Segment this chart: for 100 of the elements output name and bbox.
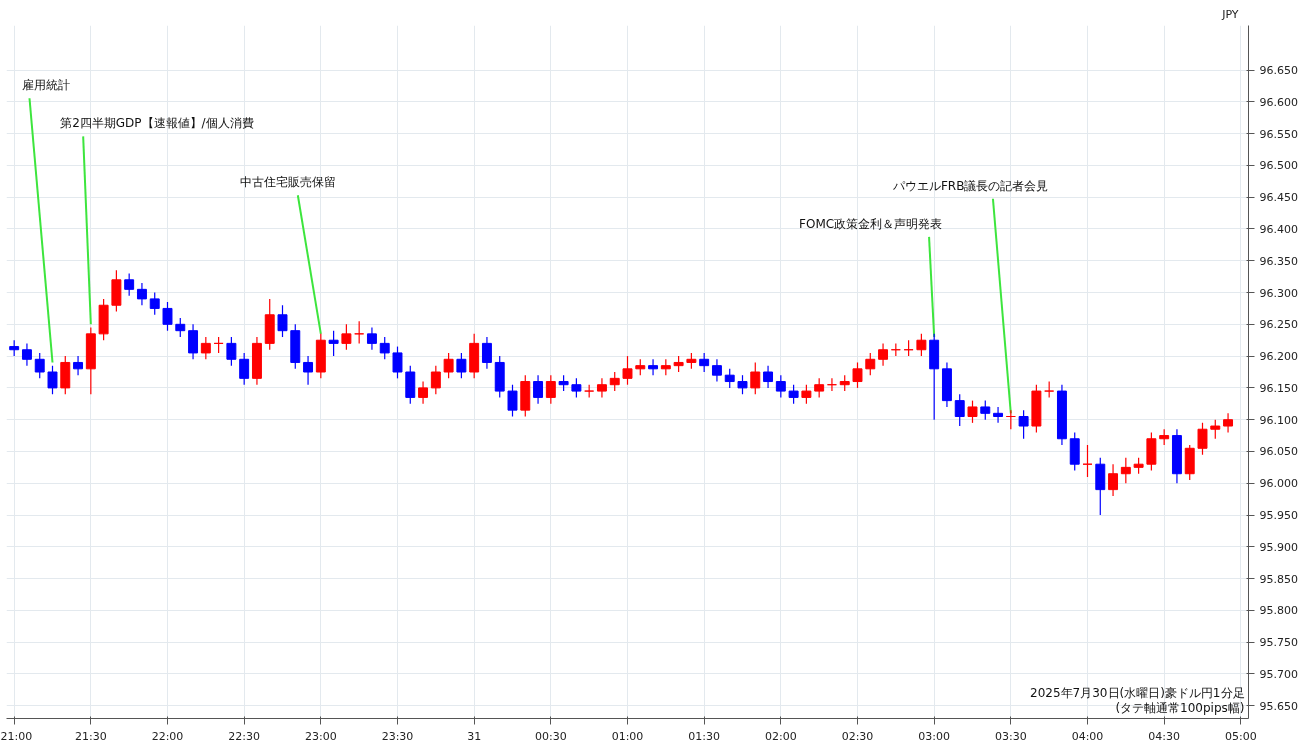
candlestick [788, 384, 799, 405]
candlestick [545, 374, 556, 405]
candlestick [954, 393, 965, 427]
candlestick [737, 374, 748, 395]
candlestick [418, 380, 429, 405]
x-tick-label: 03:00 [918, 729, 951, 743]
candlestick [277, 304, 288, 338]
x-tick-label: 05:00 [1224, 729, 1257, 743]
candlestick [1018, 409, 1029, 440]
x-tick-label: 21:30 [74, 729, 107, 743]
x-tick-label: 22:30 [228, 729, 261, 743]
x-tick-label: 04:30 [1148, 729, 1181, 743]
candlestick [149, 291, 160, 316]
y-tick-label: 96.000 [1259, 477, 1298, 491]
y-tick-label: 96.300 [1259, 286, 1298, 300]
candlestick [622, 355, 633, 386]
y-tick-label: 96.100 [1259, 413, 1298, 427]
candlestick [366, 326, 377, 351]
candlestick [865, 352, 876, 376]
candlestick [967, 400, 978, 424]
candlestick [136, 282, 147, 306]
x-tick-label: 00:30 [534, 729, 567, 743]
candlestick [175, 317, 186, 338]
candlestick [73, 355, 84, 376]
y-tick-label: 95.950 [1259, 509, 1298, 523]
candlestick [239, 352, 250, 386]
y-tick-label: 96.150 [1259, 381, 1298, 395]
candlestick [571, 377, 582, 399]
y-tick-label: 96.250 [1259, 318, 1298, 332]
candlestick [507, 384, 518, 418]
candlestick [162, 301, 173, 332]
candlestick [750, 361, 761, 395]
candlestick [801, 384, 812, 405]
candlestick [226, 336, 237, 367]
y-tick-label: 95.700 [1259, 668, 1298, 681]
x-tick-label: 23:00 [304, 729, 337, 743]
candlestick [328, 330, 339, 357]
x-tick-label: 04:00 [1071, 729, 1104, 743]
candlestick [1108, 463, 1119, 497]
y-tick-label: 96.650 [1259, 64, 1298, 77]
candlestick [852, 361, 863, 389]
annotation: FOMC政策金利＆声明発表 [799, 216, 943, 231]
x-tick-label: 03:30 [994, 729, 1027, 743]
candlestick [711, 358, 722, 383]
y-tick-label: 96.600 [1259, 95, 1298, 109]
annotation: 雇用統計 [21, 78, 70, 93]
candlestick [34, 352, 45, 379]
x-tick-label: 23:30 [381, 729, 414, 743]
y-tick-label: 96.200 [1259, 350, 1298, 364]
candlestick [456, 352, 467, 379]
candlestick [596, 377, 607, 399]
y-tick-label: 96.500 [1259, 159, 1298, 173]
candlestick [993, 406, 1004, 424]
candlestick [1197, 422, 1208, 456]
candlestick [916, 333, 927, 357]
candlestick [47, 365, 58, 395]
candlestick [878, 342, 889, 367]
y-tick-label: 96.450 [1259, 191, 1298, 205]
x-tick-label: 01:00 [611, 729, 644, 743]
annotation: パウエルFRB議長の記者会見 [891, 178, 1049, 193]
y-tick-label: 96.550 [1259, 127, 1298, 141]
annotation: 2025年7月30日(水曜日)豪ドル円1分足 [1030, 685, 1245, 700]
annotation: 中古住宅販売保留 [239, 175, 336, 190]
x-tick-label: 22:00 [151, 729, 184, 743]
y-tick-label: 96.400 [1259, 222, 1298, 236]
candlestick [200, 336, 211, 360]
candlestick [763, 365, 774, 389]
candlestick [443, 352, 454, 379]
candlestick [533, 374, 544, 405]
candlestick [392, 345, 403, 379]
y-tick-label: 95.800 [1259, 604, 1298, 618]
candlestick [124, 272, 135, 297]
candlestick [609, 371, 620, 392]
y-tick-label: 95.900 [1259, 540, 1298, 554]
candlestick [188, 323, 199, 360]
x-tick-label: 21:00 [0, 729, 33, 743]
y-tick-label: 96.050 [1259, 445, 1298, 459]
x-tick-label: 31 [467, 729, 482, 743]
candlestick [430, 365, 441, 395]
candlestick [21, 342, 32, 367]
candlestick [724, 368, 735, 389]
y-tick-label: 95.650 [1259, 699, 1298, 713]
candlestick [341, 323, 352, 351]
candlestick [775, 374, 786, 399]
candlestick [1120, 457, 1131, 484]
candlestick [980, 400, 991, 421]
candlestick [481, 336, 492, 370]
y-tick-label: 95.750 [1259, 636, 1298, 650]
y-tick-label: 95.850 [1259, 572, 1298, 586]
candlestick [699, 352, 710, 373]
candlestick [1223, 412, 1234, 433]
candlestick [648, 358, 659, 376]
y-tick-label: 96.350 [1259, 254, 1298, 268]
candlestick [303, 355, 314, 386]
candlestick [1210, 419, 1221, 440]
annotation: (タテ軸通常100pips幅) [1115, 700, 1245, 715]
candlestick [354, 320, 365, 344]
x-tick-label: 02:00 [764, 729, 797, 743]
candlestick [379, 336, 390, 360]
x-tick-label: 02:30 [841, 729, 874, 743]
